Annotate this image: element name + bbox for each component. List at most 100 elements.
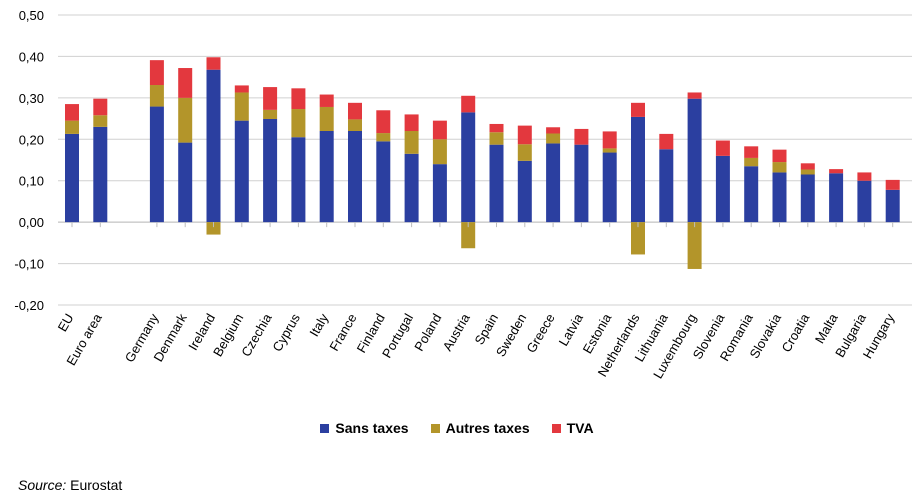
bar-tva-germany: [149, 60, 164, 86]
x-tick-label-eu: EU: [55, 311, 77, 334]
bar-autres-taxes-romania: [744, 157, 759, 167]
legend: Sans taxes Autres taxes TVA: [0, 420, 914, 436]
bar-sans-taxes-italy: [319, 131, 334, 223]
bar-sans-taxes-poland: [432, 164, 447, 223]
bar-tva-malta: [829, 169, 844, 174]
bar-autres-taxes-belgium: [234, 92, 249, 121]
bar-tva-ireland: [206, 57, 221, 70]
bar-autres-taxes-portugal: [404, 131, 419, 154]
bar-autres-taxes-denmark: [178, 97, 193, 143]
bar-tva-croatia: [800, 163, 815, 170]
bar-sans-taxes-lithuania: [659, 149, 674, 223]
bar-tva-greece: [546, 127, 561, 134]
bar-sans-taxes-cyprus: [291, 137, 306, 223]
bar-sans-taxes-euro-area: [93, 126, 108, 223]
bar-autres-taxes-greece: [546, 133, 561, 144]
bar-sans-taxes-netherlands: [631, 116, 645, 223]
bar-tva-spain: [489, 123, 504, 133]
bar-tva-poland: [432, 120, 447, 140]
bar-autres-taxes-eu: [65, 120, 79, 134]
bar-autres-taxes-estonia: [602, 148, 617, 153]
bar-sans-taxes-hungary: [885, 189, 900, 223]
legend-swatch-sans-taxes: [320, 423, 330, 433]
y-tick-label: 0,30: [19, 91, 44, 106]
bar-tva-sweden: [517, 125, 532, 145]
x-tick-label-latvia: Latvia: [556, 310, 587, 348]
bar-autres-taxes-sweden: [517, 144, 532, 161]
bar-sans-taxes-greece: [546, 143, 561, 223]
bar-tva-portugal: [404, 114, 419, 131]
bar-autres-taxes-euro-area: [93, 115, 108, 127]
y-tick-label: 0,00: [19, 215, 44, 230]
y-axis: 0,50 0,40 0,30 0,20 0,10 0,00 -0,10 -0,20: [14, 8, 44, 313]
bar-sans-taxes-romania: [744, 166, 759, 223]
bar-tva-slovenia: [715, 140, 730, 156]
x-tick-label-austria: Austria: [440, 310, 474, 353]
bar-autres-taxes-netherlands: [631, 222, 645, 255]
bar-sans-taxes-finland: [376, 141, 391, 223]
bar-sans-taxes-croatia: [800, 174, 815, 223]
bar-tva-lithuania: [659, 133, 674, 150]
gridlines: [58, 14, 912, 306]
bar-autres-taxes-poland: [432, 139, 447, 165]
bar-sans-taxes-latvia: [574, 144, 589, 223]
bar-autres-taxes-france: [348, 119, 362, 131]
bar-tva-cyprus: [291, 88, 306, 110]
bar-sans-taxes-slovenia: [715, 155, 730, 223]
bar-tva-denmark: [178, 68, 193, 98]
source-text: Eurostat: [66, 477, 123, 493]
bar-sans-taxes-ireland: [206, 69, 221, 223]
bar-tva-eu: [65, 104, 79, 121]
bar-autres-taxes-ireland: [206, 222, 221, 235]
bar-sans-taxes-slovakia: [772, 172, 787, 223]
legend-label-tva: TVA: [566, 420, 594, 436]
bar-tva-netherlands: [631, 102, 645, 117]
bar-sans-taxes-france: [348, 131, 362, 223]
bar-tva-hungary: [885, 179, 900, 190]
legend-swatch-autres-taxes: [430, 423, 440, 433]
bar-tva-bulgaria: [857, 172, 872, 181]
bar-sans-taxes-sweden: [517, 160, 532, 223]
y-tick-label: 0,50: [19, 8, 44, 23]
bar-tva-luxembourg: [687, 92, 702, 99]
bar-tva-france: [348, 102, 362, 120]
bars: [65, 57, 900, 269]
legend-label-sans-taxes: Sans taxes: [335, 420, 409, 436]
bar-autres-taxes-luxembourg: [687, 222, 702, 269]
bar-tva-euro-area: [93, 98, 108, 116]
y-tick-label: 0,10: [19, 174, 44, 189]
bar-tva-slovakia: [772, 149, 787, 163]
bar-sans-taxes-austria: [461, 112, 476, 223]
y-tick-label: 0,40: [19, 49, 44, 64]
stacked-bar-chart: 0,50 0,40 0,30 0,20 0,10 0,00 -0,10 -0,20 EUEur…: [14, 8, 912, 381]
x-tick-label-malta: Malta: [812, 310, 841, 346]
x-tick-label-croatia: Croatia: [778, 310, 812, 354]
source-note: Source: Eurostat: [18, 477, 122, 493]
bar-autres-taxes-croatia: [800, 169, 815, 175]
legend-item-tva: TVA: [551, 420, 594, 436]
bar-sans-taxes-portugal: [404, 153, 419, 223]
bar-tva-czechia: [263, 87, 278, 110]
y-tick-label: -0,20: [14, 298, 44, 313]
bar-sans-taxes-malta: [829, 173, 844, 223]
bar-autres-taxes-czechia: [263, 109, 278, 119]
legend-swatch-tva: [551, 423, 561, 433]
legend-label-autres-taxes: Autres taxes: [445, 420, 530, 436]
bar-autres-taxes-germany: [149, 85, 164, 107]
bar-autres-taxes-italy: [319, 106, 334, 131]
bar-sans-taxes-spain: [489, 144, 504, 223]
legend-item-autres-taxes: Autres taxes: [430, 420, 530, 436]
bar-sans-taxes-germany: [149, 106, 164, 223]
bar-tva-austria: [461, 95, 476, 113]
y-tick-label: 0,20: [19, 132, 44, 147]
legend-item-sans-taxes: Sans taxes: [320, 420, 409, 436]
x-tick-label-greece: Greece: [523, 311, 557, 355]
bar-tva-romania: [744, 146, 759, 158]
bar-autres-taxes-finland: [376, 133, 391, 142]
bar-sans-taxes-denmark: [178, 142, 193, 223]
source-label: Source:: [18, 477, 67, 493]
x-tick-label-cyprus: Cyprus: [269, 311, 303, 355]
bar-sans-taxes-luxembourg: [687, 98, 702, 223]
bar-autres-taxes-slovakia: [772, 162, 787, 173]
